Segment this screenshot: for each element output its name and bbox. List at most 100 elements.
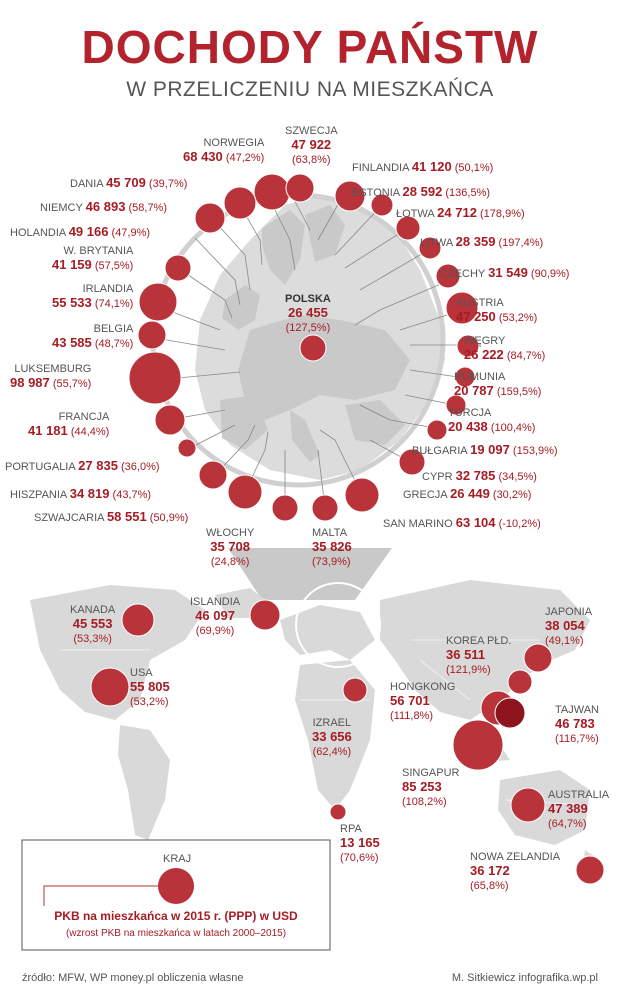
country-growth: (69,9%): [195, 625, 235, 637]
legend-sub: (wzrost PKB na mieszkańca w latach 2000–…: [65, 928, 287, 939]
circle-turcja: [445, 394, 467, 416]
country-name: TAJWAN: [555, 704, 599, 716]
circle-finlandia: [334, 180, 366, 212]
circle-singapur: [452, 719, 504, 771]
country-value: 68 430: [183, 149, 223, 164]
country-name: JAPONIA: [545, 606, 593, 618]
label-francja: FRANCJA 41 181 (44,4%): [28, 410, 109, 439]
country-name: FINLANDIA: [352, 162, 409, 174]
country-growth: (153,9%): [512, 445, 558, 457]
country-name: KOREA PŁD.: [446, 635, 512, 647]
country-value: 49 166: [68, 224, 109, 239]
country-name: USA: [130, 667, 153, 679]
country-name: SZWAJCARIA: [34, 512, 104, 524]
label-finlandia: FINLANDIA 41 120 (50,1%): [352, 160, 493, 175]
country-value: 46 783: [555, 716, 595, 731]
country-name: HONGKONG: [390, 681, 456, 693]
country-name: NIEMCY: [40, 202, 83, 214]
country-growth: (47,2%): [225, 152, 265, 164]
country-name: CZECHY: [440, 268, 486, 280]
circle-litwa: [418, 236, 442, 260]
circle-austria: [445, 291, 479, 325]
label-szwecja: SZWECJA 47 922 (63,8%): [285, 124, 338, 167]
country-value: 13 165: [340, 835, 380, 850]
label-singapur: SINGAPUR 85 253 (108,2%): [402, 766, 459, 809]
label-litwa: LITWA 28 359 (197,4%): [420, 235, 543, 250]
zoom-funnel: [228, 548, 392, 600]
country-name: SINGAPUR: [402, 767, 460, 779]
label-san-marino: SAN MARINO 63 104 (-10,2%): [383, 516, 541, 531]
country-growth: (47,9%): [111, 227, 151, 239]
country-growth: (62,4%): [312, 746, 352, 758]
country-name: CYPR: [422, 471, 453, 483]
country-name: BELGIA: [93, 323, 134, 335]
label-bulgaria: BUŁGARIA 19 097 (153,9%): [412, 443, 558, 458]
country-value: 55 805: [130, 679, 170, 694]
label-austria: AUSTRIA 47 250 (53,2%): [456, 296, 537, 325]
country-value: 56 701: [390, 693, 430, 708]
label-australia: AUSTRALIA 47 389 (64,7%): [548, 788, 609, 831]
label-islandia: ISLANDIA 46 097 (69,9%): [190, 595, 240, 638]
country-growth: (55,7%): [52, 378, 92, 390]
label-niemcy: NIEMCY 46 893 (58,7%): [40, 200, 167, 215]
country-value: 32 785: [455, 468, 496, 483]
country-growth: (49,1%): [545, 635, 584, 647]
page-subtitle: W PRZELICZENIU NA MIESZKAŃCA: [126, 78, 494, 101]
label-grecja: GRECJA 26 449 (30,2%): [403, 487, 531, 502]
country-value: 20 787: [454, 383, 494, 398]
country-name: TURCJA: [448, 407, 492, 419]
circle-polska: [299, 334, 327, 362]
country-growth: (50,1%): [454, 162, 494, 174]
label-lotwa: ŁOTWA 24 712 (178,9%): [396, 206, 525, 221]
circle-rpa: [329, 803, 347, 821]
circle-usa: [90, 667, 130, 707]
circle-czechy: [435, 263, 461, 289]
circle-w-brytania: [164, 254, 192, 282]
label-japonia: JAPONIA 38 054 (49,1%): [545, 605, 592, 648]
country-growth: (74,1%): [94, 298, 134, 310]
country-name: RUMUNIA: [454, 371, 506, 383]
world-map: [30, 580, 600, 880]
circle-korea-pld: [507, 669, 533, 695]
country-name: ESTONIA: [352, 187, 400, 199]
country-growth: (39,7%): [148, 178, 188, 190]
country-name: BUŁGARIA: [412, 445, 468, 457]
country-growth: (64,7%): [548, 818, 587, 830]
circle-nowa-zelandia: [575, 855, 605, 885]
country-growth: (63,8%): [292, 154, 331, 166]
country-value: 33 656: [312, 729, 352, 744]
country-growth: (30,2%): [492, 489, 532, 501]
country-name: WĘGRY: [464, 335, 506, 347]
circle-hiszpania: [198, 460, 228, 490]
country-name: LITWA: [420, 237, 453, 249]
label-irlandia: IRLANDIA 55 533 (74,1%): [52, 282, 133, 311]
country-name: HISZPANIA: [10, 489, 67, 501]
country-growth: (116,7%): [555, 733, 599, 745]
country-name: PORTUGALIA: [5, 461, 76, 473]
country-value: 58 551: [106, 509, 147, 524]
circle-portugalia: [177, 438, 197, 458]
country-value: 36 511: [446, 647, 486, 662]
country-name: ISLANDIA: [190, 596, 241, 608]
country-value: 55 533: [52, 295, 92, 310]
country-growth: (-10,2%): [498, 518, 541, 530]
label-wlochy: WŁOCHY 35 708 (24,8%): [206, 526, 254, 569]
country-value: 19 097: [470, 442, 510, 457]
country-value: 26 449: [450, 486, 490, 501]
legend-kraj: KRAJ: [163, 853, 192, 865]
circle-szwecja: [285, 173, 315, 203]
circle-islandia: [249, 599, 281, 631]
country-value: 41 181: [28, 423, 68, 438]
label-belgia: BELGIA 43 585 (48,7%): [52, 322, 133, 351]
country-growth: (73,9%): [312, 556, 351, 568]
country-growth: (121,9%): [446, 664, 491, 676]
country-value: 28 359: [455, 234, 496, 249]
circle-australia: [510, 787, 546, 823]
country-value: 47 250: [456, 309, 496, 324]
country-value: 41 159: [52, 257, 92, 272]
country-circles: [90, 173, 605, 885]
country-name: FRANCJA: [58, 411, 110, 423]
circle-grecja: [344, 477, 380, 513]
label-portugalia: PORTUGALIA 27 835 (36,0%): [5, 459, 160, 474]
circle-malta: [311, 494, 339, 522]
